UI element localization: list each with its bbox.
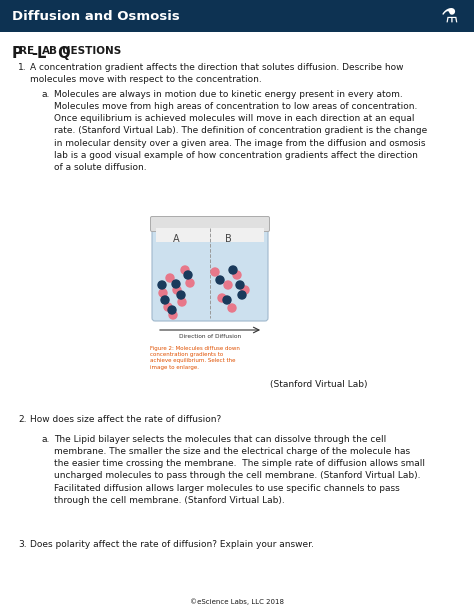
Text: Figure 2: Molecules diffuse down
concentration gradients to
achieve equilibrium.: Figure 2: Molecules diffuse down concent… [150,346,240,370]
Circle shape [173,286,181,294]
FancyBboxPatch shape [152,225,268,321]
Text: Does polarity affect the rate of diffusion? Explain your answer.: Does polarity affect the rate of diffusi… [30,540,314,549]
FancyBboxPatch shape [156,228,264,242]
FancyBboxPatch shape [0,0,474,32]
Text: Direction of Diffusion: Direction of Diffusion [179,334,241,339]
Circle shape [177,291,185,299]
Text: ©eScience Labs, LLC 2018: ©eScience Labs, LLC 2018 [190,598,284,605]
Circle shape [224,281,232,289]
Circle shape [172,280,180,288]
Text: 1.: 1. [18,63,27,72]
Circle shape [166,274,174,282]
Text: How does size affect the rate of diffusion?: How does size affect the rate of diffusi… [30,415,221,424]
Circle shape [211,268,219,276]
Text: a.: a. [42,90,50,99]
Circle shape [228,304,236,312]
Circle shape [238,291,246,299]
Text: The Lipid bilayer selects the molecules that can dissolve through the cell
membr: The Lipid bilayer selects the molecules … [54,435,425,504]
Circle shape [181,266,189,274]
Text: -L: -L [31,46,46,61]
Circle shape [223,296,231,304]
Circle shape [186,279,194,287]
Text: 3.: 3. [18,540,27,549]
Circle shape [178,298,186,306]
Text: a.: a. [42,435,50,444]
Text: A: A [173,234,180,244]
Text: 2.: 2. [18,415,27,424]
Circle shape [233,271,241,279]
Text: RE: RE [19,46,35,56]
Circle shape [236,281,244,289]
Text: AB: AB [42,46,58,56]
Text: UESTIONS: UESTIONS [62,46,121,56]
Circle shape [184,271,192,279]
Text: B: B [225,234,232,244]
Circle shape [168,306,176,314]
Circle shape [161,296,169,304]
FancyBboxPatch shape [151,216,270,232]
Text: Diffusion and Osmosis: Diffusion and Osmosis [12,9,180,23]
Circle shape [169,311,177,319]
Text: P: P [12,46,23,61]
Circle shape [164,303,172,311]
Text: ⚗: ⚗ [441,7,459,26]
Circle shape [241,286,249,294]
Text: A concentration gradient affects the direction that solutes diffusion. Describe : A concentration gradient affects the dir… [30,63,403,84]
Circle shape [158,281,166,289]
Circle shape [216,276,224,284]
Text: Molecules are always in motion due to kinetic energy present in every atom.
Mole: Molecules are always in motion due to ki… [54,90,427,172]
Text: Q: Q [53,46,71,61]
Text: (Stanford Virtual Lab): (Stanford Virtual Lab) [270,380,367,389]
Circle shape [159,289,167,297]
Circle shape [218,294,226,302]
Circle shape [229,266,237,274]
